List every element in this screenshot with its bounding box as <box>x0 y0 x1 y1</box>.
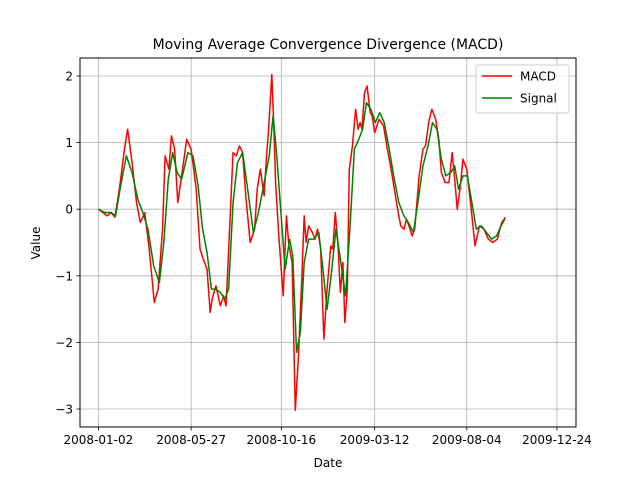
y-tick-label: 2 <box>65 69 73 83</box>
x-tick-label: 2009-03-12 <box>340 433 410 447</box>
chart-title: Moving Average Convergence Divergence (M… <box>153 37 504 53</box>
y-axis-ticks: −3 −2 −1 0 1 2 <box>55 69 80 417</box>
x-tick-label: 2008-01-02 <box>64 433 134 447</box>
legend: MACD Signal <box>475 64 570 114</box>
x-tick-label: 2009-12-24 <box>522 433 592 447</box>
series-line-signal <box>98 101 506 354</box>
y-tick-label: 0 <box>65 203 73 217</box>
x-tick-label: 2008-05-27 <box>156 433 226 447</box>
y-tick-label: 1 <box>65 136 73 150</box>
y-axis-label: Value <box>29 227 43 260</box>
legend-label-macd: MACD <box>520 70 556 84</box>
series-line-macd <box>97 73 507 412</box>
x-axis-label: Date <box>314 456 343 470</box>
legend-label-signal: Signal <box>520 92 557 106</box>
y-tick-label: −2 <box>55 336 73 350</box>
y-tick-label: −3 <box>55 403 73 417</box>
x-tick-label: 2009-08-04 <box>432 433 502 447</box>
grid <box>80 58 576 427</box>
series-lines <box>97 73 507 412</box>
x-tick-label: 2008-10-16 <box>246 433 316 447</box>
plot-frame <box>79 57 577 428</box>
y-tick-label: −1 <box>55 269 73 283</box>
x-axis-ticks: 2008-01-02 2008-05-27 2008-10-16 2009-03-12… <box>64 427 592 447</box>
legend-box <box>475 64 570 114</box>
